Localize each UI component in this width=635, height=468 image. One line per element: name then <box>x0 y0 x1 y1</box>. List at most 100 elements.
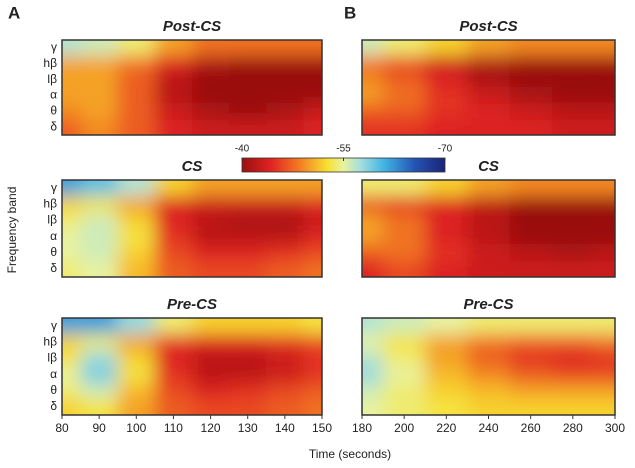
heatmap-cell <box>266 350 305 368</box>
heatmap-cell <box>229 55 268 73</box>
heatmap-cell <box>192 382 231 400</box>
heatmap-cell <box>362 244 385 262</box>
heatmap-cell <box>593 260 615 277</box>
heatmap-cell <box>117 366 156 384</box>
heatmap-cell <box>362 40 385 57</box>
heatmap-cell <box>383 40 427 57</box>
heatmap-cell <box>467 103 511 121</box>
x-tick-label: 80 <box>55 421 69 435</box>
heatmap-cell <box>192 87 231 105</box>
heatmap-cell <box>551 228 595 246</box>
heatmap-cell <box>117 55 156 73</box>
heatmap-cell <box>551 71 595 89</box>
heatmap-cell <box>192 366 231 384</box>
colorbar-tick-label: -55 <box>336 144 351 155</box>
heatmap-cell <box>62 366 82 384</box>
heatmap-cell <box>62 334 82 352</box>
x-tick-label: 200 <box>394 421 414 435</box>
heatmap-cell <box>303 366 322 384</box>
heatmap-cell <box>467 382 511 400</box>
heatmap-cell <box>62 196 82 214</box>
heatmap-cell <box>229 196 268 214</box>
heatmap-cell <box>229 71 268 89</box>
heatmap-cell <box>266 260 305 277</box>
y-tick-label: lβ <box>47 213 57 227</box>
heatmap-cell <box>303 180 322 198</box>
heatmap-cell <box>154 71 193 89</box>
heatmap-cell <box>303 244 322 262</box>
heatmap-cell <box>192 212 231 230</box>
heatmap-cell <box>509 119 553 135</box>
heatmap-cell <box>303 334 322 352</box>
heatmap-cell <box>266 55 305 73</box>
heatmap-cell <box>362 180 385 198</box>
x-tick-label: 90 <box>92 421 106 435</box>
heatmap-cell <box>303 196 322 214</box>
heatmap-cell <box>117 40 156 57</box>
x-tick-label: 140 <box>275 421 295 435</box>
heatmap-cell <box>80 228 119 246</box>
heatmap-cell <box>80 318 119 336</box>
heatmap-cell <box>593 40 615 57</box>
heatmap-cell <box>593 398 615 415</box>
chart-title: CS <box>182 158 203 175</box>
heatmap-cell <box>593 196 615 214</box>
y-tick-label: θ <box>50 383 57 397</box>
heatmap-cell <box>509 71 553 89</box>
heatmap-cell <box>62 55 82 73</box>
heatmap-cell <box>425 398 469 415</box>
heatmap-cell <box>229 87 268 105</box>
heatmap-cell <box>425 260 469 277</box>
y-tick-label: α <box>50 229 57 243</box>
heatmap-cell <box>509 55 553 73</box>
x-tick-label: 220 <box>436 421 456 435</box>
heatmap-cell <box>192 398 231 415</box>
chart-title: CS <box>478 158 499 175</box>
x-tick-label: 110 <box>164 421 183 435</box>
heatmap-cell <box>551 318 595 336</box>
heatmap-cell <box>303 103 322 121</box>
heatmap-cell <box>362 119 385 135</box>
heatmap <box>362 180 615 277</box>
heatmap-cell <box>362 318 385 336</box>
heatmap-cell <box>266 382 305 400</box>
heatmap-cell <box>425 212 469 230</box>
heatmap-cell <box>593 228 615 246</box>
heatmap-cell <box>80 71 119 89</box>
panel-label: B <box>344 3 356 22</box>
heatmap-cell <box>80 103 119 121</box>
heatmap-cell <box>362 260 385 277</box>
heatmap-cell <box>117 260 156 277</box>
heatmap-cell <box>509 350 553 368</box>
heatmap-cell <box>425 318 469 336</box>
heatmap-cell <box>383 382 427 400</box>
heatmap-cell <box>62 318 82 336</box>
heatmap-cell <box>62 103 82 121</box>
heatmap-cell <box>509 196 553 214</box>
heatmap-cell <box>593 244 615 262</box>
heatmap-cell <box>425 87 469 105</box>
heatmap <box>62 40 322 135</box>
heatmap-cell <box>266 40 305 57</box>
heatmap-cell <box>593 119 615 135</box>
heatmap-cell <box>425 71 469 89</box>
heatmap-cell <box>62 382 82 400</box>
heatmap-cell <box>593 334 615 352</box>
heatmap-cell <box>425 40 469 57</box>
chart-title: Pre-CS <box>463 296 513 313</box>
heatmap-cell <box>467 260 511 277</box>
heatmap-cell <box>117 180 156 198</box>
heatmap-cells <box>362 40 615 135</box>
heatmap-cell <box>192 196 231 214</box>
heatmap-cell <box>467 366 511 384</box>
heatmap-cell <box>154 350 193 368</box>
heatmap-cell <box>154 318 193 336</box>
heatmap-cell <box>425 196 469 214</box>
heatmap-cell <box>80 398 119 415</box>
heatmap-cell <box>117 382 156 400</box>
colorbar-tick-label: -70 <box>438 144 453 155</box>
heatmap-cell <box>117 87 156 105</box>
heatmap-cell <box>80 366 119 384</box>
heatmap-cell <box>383 71 427 89</box>
heatmap-cell <box>593 71 615 89</box>
